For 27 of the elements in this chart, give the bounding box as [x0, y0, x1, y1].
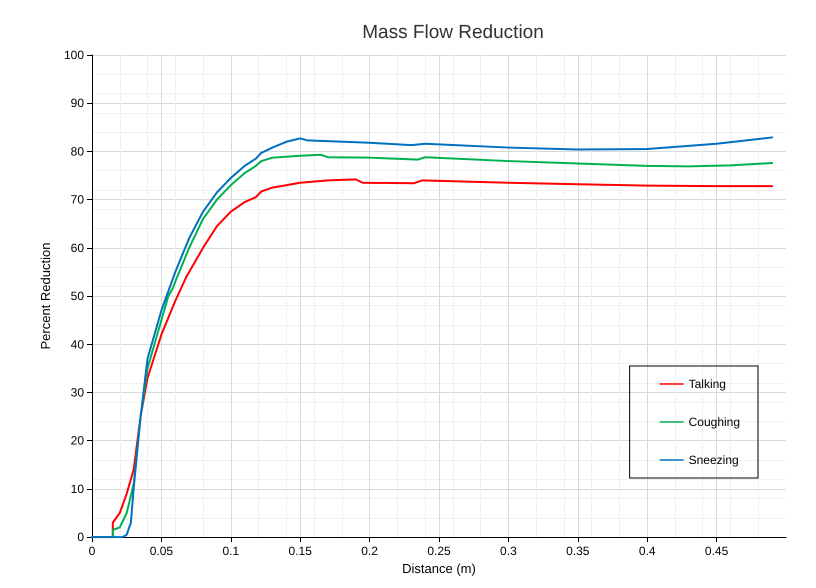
y-tick-label: 50: [70, 289, 84, 304]
y-axis-title: Percent Reduction: [38, 242, 53, 350]
y-tick-label: 0: [77, 530, 84, 544]
y-tick-label: 90: [70, 96, 84, 110]
x-tick-label: 0.05: [150, 544, 174, 558]
legend-label: Sneezing: [688, 453, 739, 467]
x-tick-label: 0.25: [427, 544, 451, 558]
y-tick-label: 60: [70, 240, 84, 255]
legend-label: Coughing: [688, 415, 740, 429]
y-tick-label: 100: [64, 48, 84, 62]
x-tick-label: 0.1: [222, 544, 240, 558]
x-axis-title: Distance (m): [402, 561, 476, 576]
x-tick-label: 0.15: [288, 544, 312, 558]
y-tick-label: 10: [70, 482, 84, 496]
y-tick-label: 20: [70, 434, 84, 448]
chart-title: Mass Flow Reduction: [362, 22, 544, 43]
x-tick-label: 0.4: [638, 544, 656, 558]
x-tick-label: 0.3: [500, 544, 518, 558]
y-tick-label: 40: [70, 337, 84, 352]
x-tick-label: 0: [88, 544, 96, 558]
x-tick-label: 0.45: [704, 544, 729, 558]
y-tick-label: 70: [70, 192, 84, 207]
y-tick-label: 30: [70, 385, 84, 400]
legend-label: Talking: [688, 377, 726, 391]
x-tick-label: 0.2: [361, 544, 378, 558]
x-tick-label: 0.35: [566, 544, 590, 558]
y-tick-label: 80: [70, 144, 84, 158]
